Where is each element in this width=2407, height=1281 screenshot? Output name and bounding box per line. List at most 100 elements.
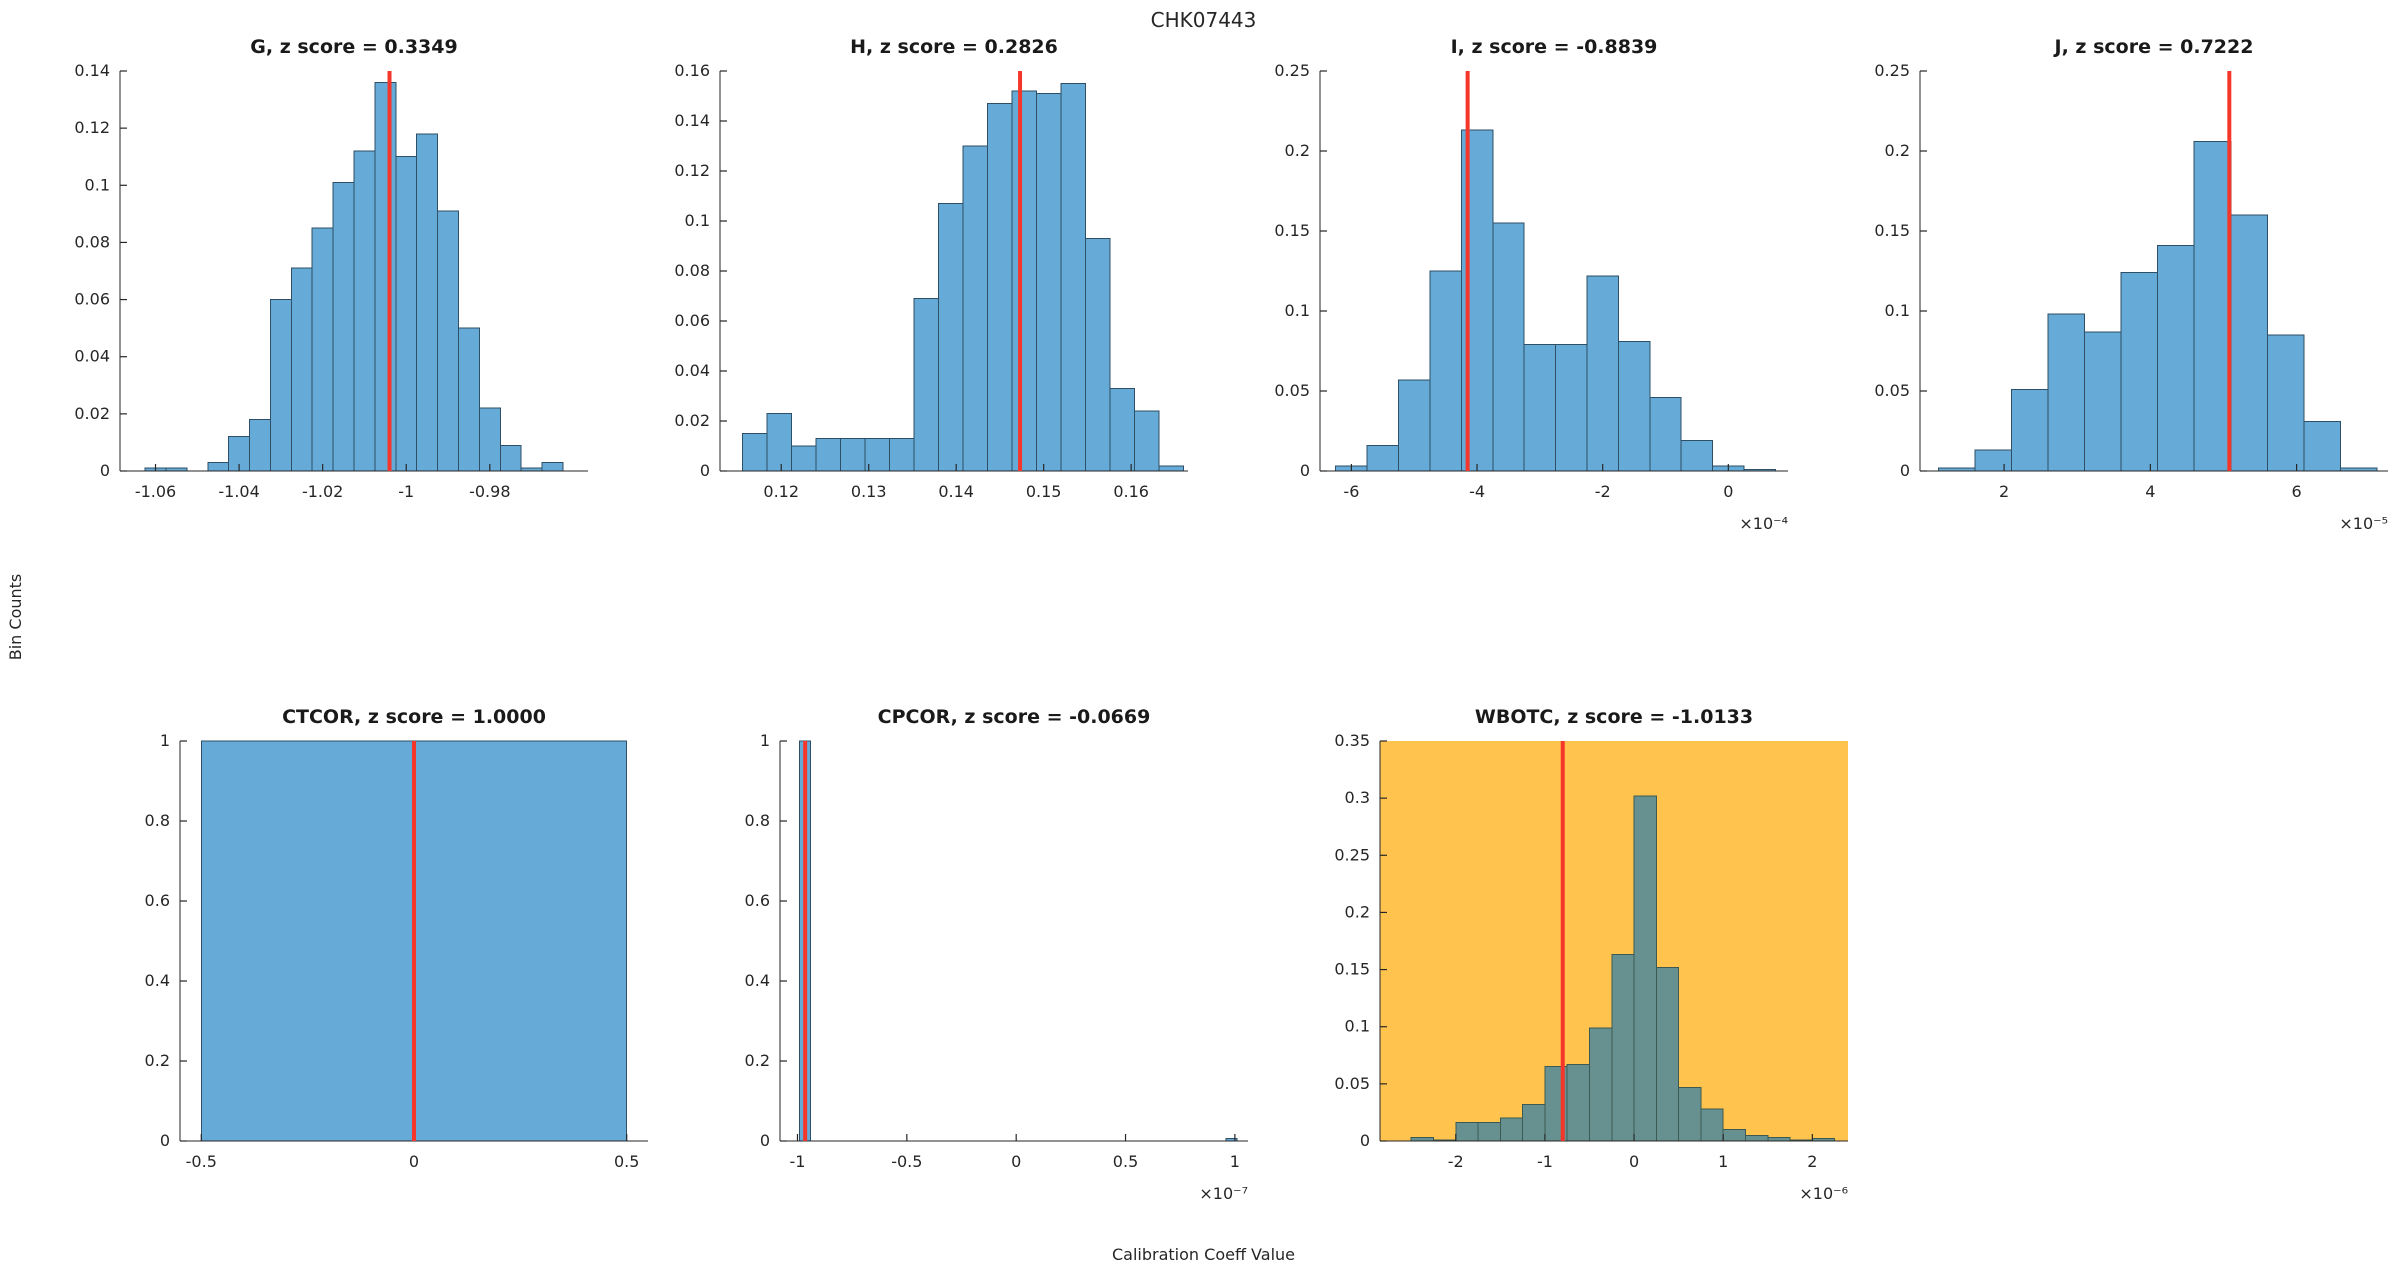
y-tick-label: 0.16 xyxy=(674,61,710,80)
x-exponent-label: ×10⁻⁵ xyxy=(2339,514,2388,533)
histogram-bar xyxy=(353,150,376,472)
histogram-bar xyxy=(395,156,418,472)
y-tick-label: 0.6 xyxy=(145,891,170,910)
y-tick-label: 0.04 xyxy=(74,347,110,366)
y-tick-label: 0.15 xyxy=(1334,960,1370,979)
y-tick-label: 0.05 xyxy=(1334,1074,1370,1093)
histogram-bar xyxy=(815,438,842,472)
y-tick-label: 0 xyxy=(700,461,710,480)
y-tick-label: 0.1 xyxy=(1885,301,1910,320)
x-tick-label: 0 xyxy=(1011,1152,1021,1171)
y-tick-label: 0.06 xyxy=(674,311,710,330)
histogram-bar xyxy=(290,267,313,472)
histogram-wbotc: -2 -1 0 1 2 0 0.05 0.1 0.15 0.2 0.25 0.3 0.35 ×10⁻⁶ WB… xyxy=(1300,695,1860,1235)
y-tick-label: 0.14 xyxy=(74,61,110,80)
histogram-bar xyxy=(269,299,292,472)
x-tick-label: -2 xyxy=(1448,1152,1464,1171)
histogram-bar xyxy=(478,407,501,472)
histogram-bar xyxy=(1722,1129,1746,1142)
histogram-j-svg: 2 4 6 0 0.05 0.1 0.15 0.2 0.25 ×10⁻⁵ J, z score = … xyxy=(1874,36,2388,533)
x-exponent-label: ×10⁻⁷ xyxy=(1199,1184,1248,1203)
x-tick-label: -4 xyxy=(1469,482,1485,501)
histogram-bar xyxy=(249,419,271,472)
y-tick-label: 0.08 xyxy=(674,261,710,280)
histogram-bar xyxy=(913,298,940,472)
x-tick-label: -1.02 xyxy=(302,482,343,501)
histogram-ctcor: -0.5 0 0.5 0 0.2 0.4 0.6 0.8 1 CTCOR, z score = 1… xyxy=(100,695,660,1235)
x-tick-label: -1 xyxy=(790,1152,806,1171)
histogram-bar xyxy=(2120,272,2159,472)
histogram-bar xyxy=(1744,1134,1769,1142)
y-tick-label: 0 xyxy=(760,1131,770,1150)
histogram-bar xyxy=(1633,795,1657,1142)
y-tick-label: 0.1 xyxy=(1345,1017,1370,1036)
histogram-bar xyxy=(2047,313,2086,472)
histogram-bar xyxy=(791,445,817,472)
histogram-bar xyxy=(1366,444,1400,472)
y-tick-label: 0.1 xyxy=(685,211,710,230)
y-tick-label: 0.04 xyxy=(674,361,710,380)
x-tick-label: 0 xyxy=(409,1152,419,1171)
y-tick-label: 1 xyxy=(760,731,770,750)
histogram-bar xyxy=(2157,244,2195,472)
histogram-bar xyxy=(1011,90,1038,472)
plot-title: H, z score = 0.2826 xyxy=(850,36,1058,58)
y-tick-label: 0.2 xyxy=(1885,141,1910,160)
histogram-bar xyxy=(332,181,355,472)
histogram-bar xyxy=(1655,966,1680,1142)
histogram-g-svg: -1.06 -1.04 -1.02 -1 -0.98 0 0.02 0.04 0.06 0.08 0… xyxy=(74,36,588,501)
x-tick-label: -0.98 xyxy=(469,482,510,501)
histogram-bar xyxy=(1398,379,1431,472)
histogram-bar xyxy=(1085,238,1111,472)
histogram-bar xyxy=(1158,465,1185,472)
x-tick-label: 6 xyxy=(2292,482,2302,501)
y-tick-label: 0.15 xyxy=(1874,221,1910,240)
plot-title: CPCOR, z score = -0.0669 xyxy=(878,706,1151,728)
y-tick-label: 1 xyxy=(160,731,170,750)
y-tick-label: 0.25 xyxy=(1874,61,1910,80)
x-tick-label: -6 xyxy=(1343,482,1359,501)
y-tick-label: 0.06 xyxy=(74,290,110,309)
histogram-bar xyxy=(1974,449,2012,472)
x-tick-label: 0 xyxy=(1723,482,1733,501)
y-tick-label: 0 xyxy=(100,461,110,480)
histogram-bar xyxy=(987,103,1013,472)
histogram-g: -1.06 -1.04 -1.02 -1 -0.98 0 0.02 0.04 0.06 0.08 0… xyxy=(40,25,600,565)
plot-title: WBOTC, z score = -1.0133 xyxy=(1475,706,1753,728)
histogram-ctcor-svg: -0.5 0 0.5 0 0.2 0.4 0.6 0.8 1 CTCOR, z score = 1… xyxy=(145,706,648,1171)
histogram-bar xyxy=(1678,1086,1702,1142)
x-axis-label: Calibration Coeff Value xyxy=(1112,1245,1295,1264)
histogram-bar xyxy=(1134,410,1160,472)
x-exponent-label: ×10⁻⁶ xyxy=(1799,1184,1848,1203)
y-tick-label: 0.25 xyxy=(1274,61,1310,80)
y-tick-label: 0.12 xyxy=(74,118,110,137)
histogram-wbotc-svg: -2 -1 0 1 2 0 0.05 0.1 0.15 0.2 0.25 0.3 0.35 ×10⁻⁶ WB… xyxy=(1334,706,1848,1203)
plot-title: CTCOR, z score = 1.0000 xyxy=(282,706,546,728)
histogram-bar xyxy=(1523,344,1557,472)
plot-title: G, z score = 0.3349 xyxy=(250,36,457,58)
histogram-bar xyxy=(889,438,915,472)
x-tick-label: 0.5 xyxy=(1113,1152,1138,1171)
histogram-bar xyxy=(1109,388,1136,472)
x-tick-label: 0.14 xyxy=(938,482,974,501)
histogram-bar xyxy=(1492,222,1525,472)
y-tick-label: 0.2 xyxy=(145,1051,170,1070)
histogram-bar xyxy=(437,210,459,472)
x-tick-label: -1.06 xyxy=(135,482,176,501)
y-tick-label: 0.15 xyxy=(1274,221,1310,240)
y-tick-label: 0.12 xyxy=(674,161,710,180)
histogram-bar xyxy=(1588,1027,1613,1142)
y-axis-label: Bin Counts xyxy=(6,573,25,661)
x-tick-label: 0 xyxy=(1629,1152,1639,1171)
histogram-bar xyxy=(840,438,866,472)
histogram-j: 2 4 6 0 0.05 0.1 0.15 0.2 0.25 ×10⁻⁵ J, z score = … xyxy=(1840,25,2400,565)
histogram-bar xyxy=(2230,214,2268,472)
y-tick-label: 0.4 xyxy=(145,971,170,990)
x-tick-label: 0.16 xyxy=(1113,482,1149,501)
histogram-bar xyxy=(1477,1122,1501,1142)
y-tick-label: 0 xyxy=(160,1131,170,1150)
y-tick-label: 0.2 xyxy=(745,1051,770,1070)
y-tick-label: 0.25 xyxy=(1334,845,1370,864)
histogram-bar xyxy=(1566,1063,1590,1142)
x-tick-label: -1 xyxy=(398,482,414,501)
